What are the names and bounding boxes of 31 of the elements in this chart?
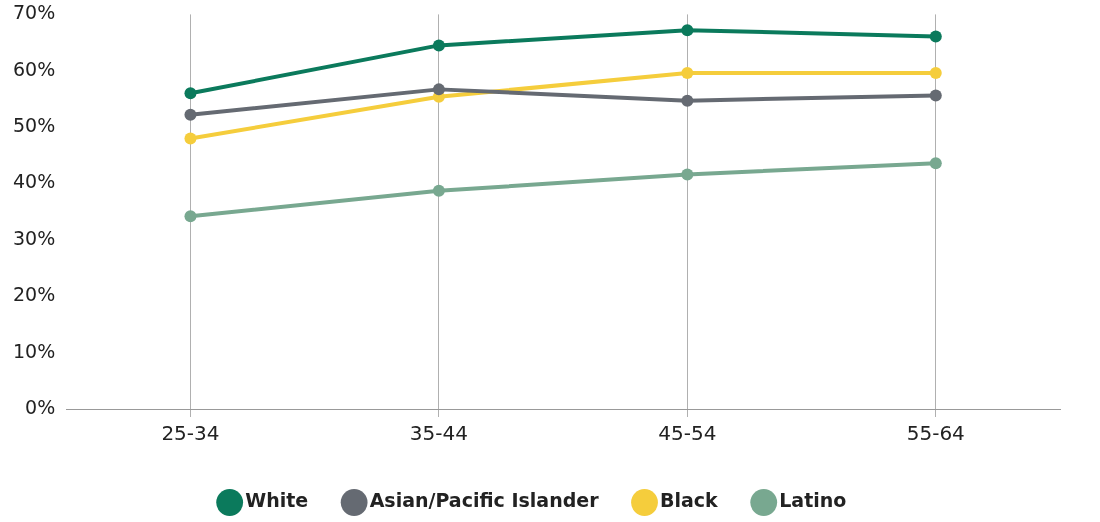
x-tick-label: 45-54 (658, 421, 717, 446)
point (432, 184, 445, 197)
y-tick-label: 60% (13, 57, 56, 80)
point (929, 67, 942, 80)
point (184, 132, 197, 145)
point (929, 30, 942, 43)
legend-label: White (245, 489, 309, 512)
legend-label: Black (660, 489, 719, 512)
point (184, 108, 197, 121)
y-tick-label: 40% (13, 170, 56, 193)
y-tick-label: 50% (13, 114, 56, 137)
y-tick-label: 30% (13, 226, 56, 249)
y-tick-label: 10% (13, 339, 56, 362)
legend-label: Asian/Pacific Islander (369, 489, 600, 512)
x-tick-label: 55-64 (906, 421, 965, 446)
point (681, 24, 694, 37)
x-tick-label: 35-44 (409, 421, 468, 446)
x-tick-label: 25-34 (161, 421, 220, 446)
y-tick-label: 70% (13, 1, 56, 24)
point (929, 157, 942, 170)
point (681, 67, 694, 80)
point (681, 94, 694, 107)
y-tick-label: 0% (25, 395, 56, 418)
point (929, 89, 942, 102)
point (184, 87, 197, 100)
point (184, 210, 197, 223)
point (681, 168, 694, 181)
legend-label: Latino (779, 489, 847, 512)
point (432, 83, 445, 96)
point (432, 39, 445, 52)
y-tick-label: 20% (13, 283, 56, 306)
